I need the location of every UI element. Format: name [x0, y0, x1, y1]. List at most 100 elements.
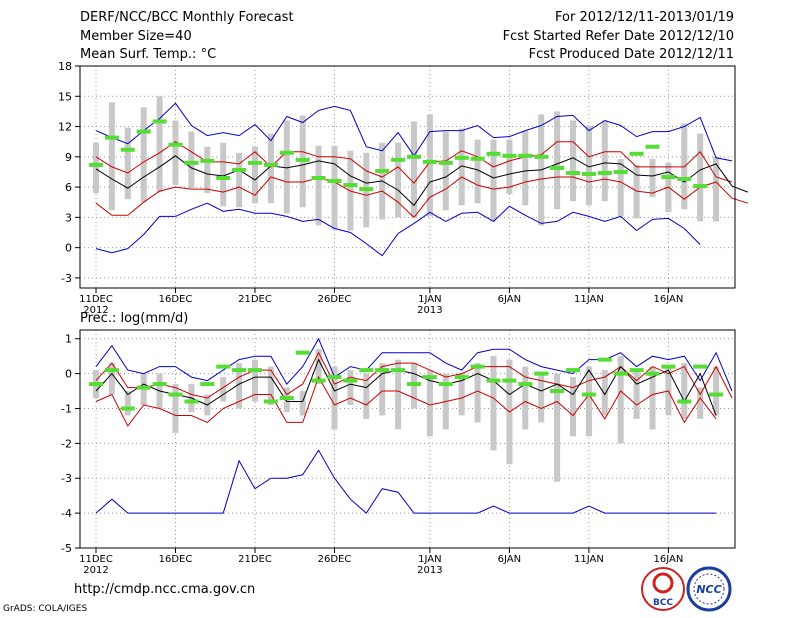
- temp-ytick-label: 6: [65, 181, 72, 194]
- temp-box: [267, 133, 274, 204]
- temp-box: [93, 142, 99, 194]
- prec-frame: [79, 329, 736, 549]
- temp-median: [89, 162, 103, 167]
- temp-xtick-label: 21DEC: [238, 294, 272, 305]
- prec-median: [311, 378, 326, 383]
- temp-median: [216, 176, 231, 181]
- prec-box: [426, 370, 433, 437]
- prec-median: [613, 371, 628, 376]
- prec-box: [697, 387, 704, 419]
- prec-median: [661, 364, 676, 369]
- prec-median: [216, 364, 231, 369]
- temp-median: [470, 156, 485, 161]
- temp-box: [458, 128, 465, 206]
- prec-xtick-label: 16DEC: [159, 554, 193, 565]
- temp-median: [629, 151, 644, 156]
- temp-box: [601, 120, 608, 202]
- temp-box: [649, 158, 656, 198]
- prec-median: [581, 392, 596, 397]
- temp-median: [168, 142, 183, 147]
- prec-xtick-label: 6JAN: [498, 554, 521, 565]
- prec-median: [120, 406, 135, 411]
- temp-median: [422, 159, 437, 164]
- temp-median: [486, 151, 501, 156]
- temp-box: [617, 158, 624, 217]
- temp-median: [311, 176, 326, 181]
- temp-median: [391, 157, 406, 162]
- temp-box: [236, 152, 243, 208]
- temp-median: [693, 184, 708, 189]
- source-url[interactable]: http://cmdp.ncc.cma.gov.cn: [74, 582, 256, 597]
- prec-box: [395, 359, 402, 430]
- temp-xtick-label: 11JAN: [574, 294, 604, 305]
- bcc-logo-text: BCC: [653, 598, 673, 608]
- prec-box: [299, 391, 306, 416]
- prec-ytick-label: -4: [61, 507, 72, 520]
- prec-xtick-label: 26DEC: [318, 554, 352, 565]
- temp-median: [343, 183, 358, 188]
- temp-median: [438, 160, 453, 165]
- prec-median: [152, 382, 167, 387]
- temp-xtick-year: 2013: [417, 305, 442, 316]
- temp-box: [713, 156, 720, 222]
- temp-median: [136, 129, 151, 134]
- prec-box: [713, 366, 720, 416]
- temp-median: [184, 160, 199, 165]
- temp-median: [295, 157, 310, 162]
- member-size: Member Size=40: [80, 29, 192, 44]
- prec-median: [375, 368, 390, 373]
- prec-box: [172, 384, 179, 433]
- prec-xtick-year: 2012: [83, 565, 108, 576]
- prec-median: [104, 368, 119, 373]
- temp-series-mean: [95, 155, 749, 207]
- prec-box: [347, 370, 354, 405]
- temp-box: [633, 164, 640, 219]
- prec-box: [649, 366, 656, 430]
- temp-box: [252, 146, 258, 204]
- temp-ytick-label: -3: [61, 272, 72, 285]
- prec-ytick-label: -5: [61, 542, 72, 555]
- temp-series-min: [95, 202, 701, 257]
- temp-box: [395, 142, 402, 218]
- temp-box: [426, 114, 433, 217]
- prec-ytick-label: -2: [61, 437, 72, 450]
- prec-median: [136, 385, 151, 390]
- prec-ytick-label: -3: [61, 472, 72, 485]
- temp-median: [232, 167, 247, 172]
- temp-series-upper: [95, 141, 733, 184]
- prec-box: [633, 370, 640, 419]
- prec-box: [124, 391, 131, 416]
- ncc-logo: NCC: [686, 566, 732, 612]
- prec-box: [363, 373, 370, 419]
- temp-median: [248, 160, 262, 165]
- temp-median: [502, 153, 517, 158]
- prec-median: [693, 364, 708, 369]
- forecast-period: For 2012/12/11-2013/01/19: [555, 10, 734, 25]
- prec-ytick-label: -1: [61, 402, 72, 415]
- prec-xtick-label: 16JAN: [653, 554, 683, 565]
- prec-median: [486, 378, 501, 383]
- chart-title: DERF/NCC/BCC Monthly Forecast: [80, 10, 294, 25]
- temp-box: [474, 139, 481, 204]
- prec-median: [200, 382, 215, 387]
- prec-median: [407, 382, 421, 387]
- prec-median: [359, 368, 374, 373]
- prec-median: [279, 396, 294, 401]
- prec-box: [236, 363, 243, 409]
- bcc-logo: BCC: [641, 567, 685, 611]
- temp-median: [661, 175, 676, 179]
- prec-ytick-label: 0: [65, 368, 72, 381]
- prec-panel-title: Prec.: log(mm/d): [80, 311, 188, 326]
- ncc-logo-text: NCC: [696, 583, 721, 596]
- temp-median: [677, 177, 692, 182]
- temp-box: [570, 120, 576, 202]
- temp-box: [156, 96, 163, 193]
- temp-frame: [79, 65, 736, 289]
- temp-xtick-label: 16DEC: [159, 294, 193, 305]
- temp-median: [120, 147, 135, 152]
- temp-median: [518, 153, 533, 158]
- prec-median: [597, 357, 612, 362]
- temp-median: [359, 187, 374, 192]
- temp-box: [204, 146, 211, 194]
